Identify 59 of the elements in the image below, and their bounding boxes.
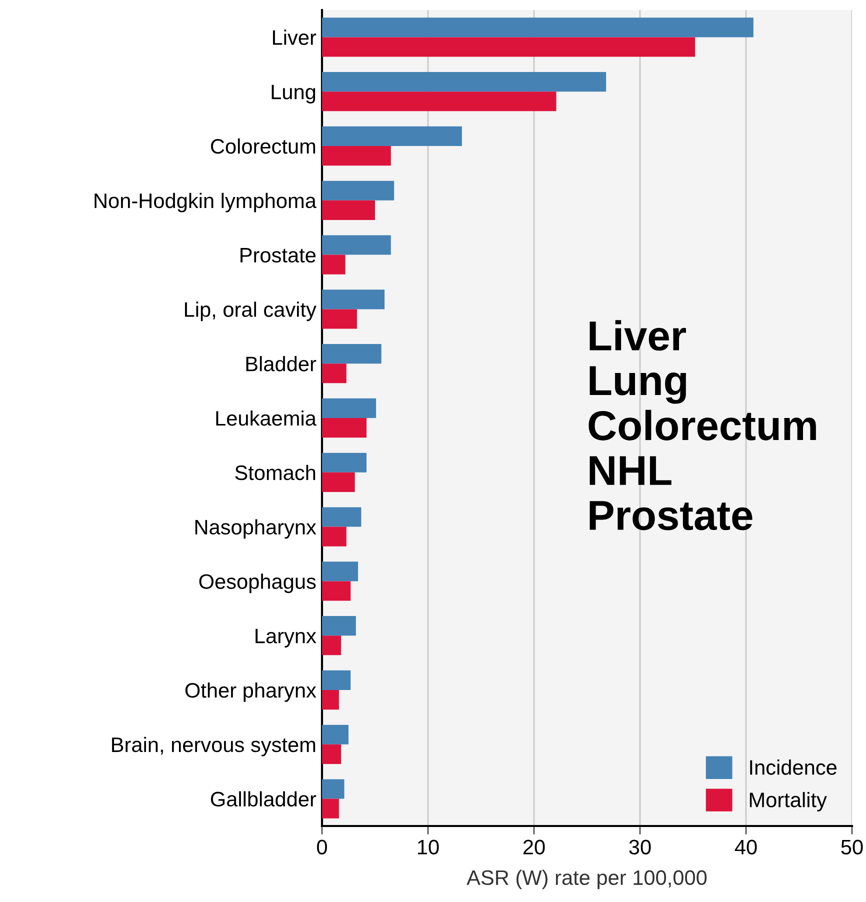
- y-tick-label: Oesophagus: [199, 574, 316, 594]
- bar: [322, 690, 339, 710]
- y-tick-label: Colorectum: [210, 138, 316, 154]
- bar: [322, 798, 339, 818]
- y-tick-label: Lip, oral cavity: [185, 302, 316, 322]
- bar: [322, 670, 351, 690]
- y-tick-label: Stomach: [235, 464, 316, 480]
- x-tick-label: 20: [523, 840, 545, 854]
- y-tick-label: Lung: [272, 84, 316, 104]
- bar: [322, 526, 346, 546]
- bar: [322, 235, 391, 255]
- bar: [322, 616, 356, 636]
- x-axis-title: ASR (W) rate per 100,000: [466, 870, 707, 890]
- bar: [322, 290, 385, 310]
- legend-label: Mortality: [750, 792, 827, 812]
- y-tick-label: Non-Hodgkin lymphoma: [94, 192, 316, 212]
- bar: [322, 636, 342, 656]
- bar: [322, 180, 394, 200]
- bar: [322, 779, 344, 799]
- bar: [322, 418, 367, 438]
- annotation: Lung: [590, 366, 686, 404]
- y-tick-label: Leukaemia: [216, 410, 316, 426]
- bar: [322, 398, 376, 418]
- bar: [322, 37, 696, 57]
- y-tick-label: Other pharynx: [185, 682, 316, 702]
- bar: [322, 581, 351, 601]
- y-tick-label: Liver: [273, 30, 316, 45]
- x-tick-label: 50: [841, 840, 863, 854]
- y-tick-label: Prostate: [240, 248, 316, 263]
- y-tick-label: Nasopharynx: [195, 519, 316, 539]
- bar: [322, 309, 357, 329]
- y-tick-label: Larynx: [256, 628, 316, 648]
- bar: [322, 72, 606, 92]
- annotation: Liver: [590, 320, 686, 351]
- x-tick-label: 30: [629, 840, 651, 854]
- x-tick-label: 10: [418, 840, 439, 854]
- bar: [322, 126, 462, 146]
- legend-label: Incidence: [750, 760, 836, 775]
- annotation: NHL: [590, 456, 672, 485]
- bar: [322, 452, 367, 472]
- bar: [322, 507, 362, 527]
- bar: [322, 18, 754, 38]
- x-tick-label: 40: [734, 840, 757, 854]
- y-tick-label: Bladder: [246, 356, 316, 372]
- bar: [322, 344, 382, 364]
- annotation: Colorectum: [588, 410, 816, 440]
- bar: [322, 744, 342, 764]
- bar: [322, 364, 346, 384]
- bar: [322, 92, 556, 112]
- y-tick-label: Brain, nervous system: [112, 736, 316, 756]
- y-tick-label: Gallbladder: [210, 791, 316, 807]
- annotation: Prostate: [590, 501, 752, 530]
- x-tick-label: 0: [317, 840, 327, 854]
- bar: [322, 724, 348, 744]
- bar: [322, 472, 355, 492]
- bar: [322, 254, 346, 274]
- bar: [322, 200, 375, 220]
- bar: [322, 562, 358, 582]
- bar: [322, 146, 391, 166]
